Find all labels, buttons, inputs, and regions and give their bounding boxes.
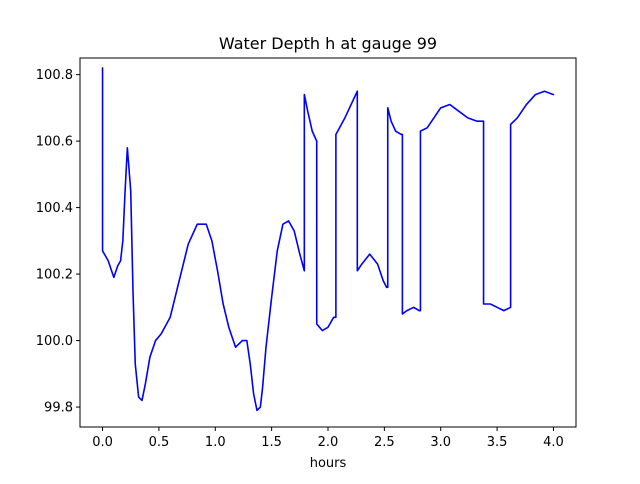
x-axis-ticks: 0.0 0.5 1.0 1.5 2.0 2.5 3.0 3.5 4.0 — [92, 427, 564, 450]
y-tick-label: 100.4 — [36, 201, 73, 216]
chart-title: Water Depth h at gauge 99 — [219, 34, 437, 53]
x-tick-label: 2.5 — [374, 435, 395, 450]
series-layer — [101, 67, 555, 412]
y-axis-ticks: 99.8 100.0 100.2 100.4 100.6 100.8 — [36, 68, 80, 416]
y-tick-label: 100.2 — [36, 268, 73, 283]
x-tick-label: 4.0 — [543, 435, 564, 450]
y-tick-label: 99.8 — [44, 401, 73, 416]
y-tick-label: 100.0 — [36, 334, 73, 349]
series-line-0 — [101, 67, 555, 412]
x-tick-label: 0.0 — [92, 435, 113, 450]
x-tick-label: 2.0 — [318, 435, 339, 450]
x-tick-label: 3.0 — [430, 435, 451, 450]
x-axis-label: hours — [310, 456, 347, 471]
x-tick-label: 3.5 — [487, 435, 508, 450]
y-tick-label: 100.6 — [36, 135, 73, 150]
x-tick-label: 1.5 — [261, 435, 282, 450]
x-tick-label: 0.5 — [149, 435, 170, 450]
y-tick-label: 100.8 — [36, 68, 73, 83]
x-tick-label: 1.0 — [205, 435, 226, 450]
